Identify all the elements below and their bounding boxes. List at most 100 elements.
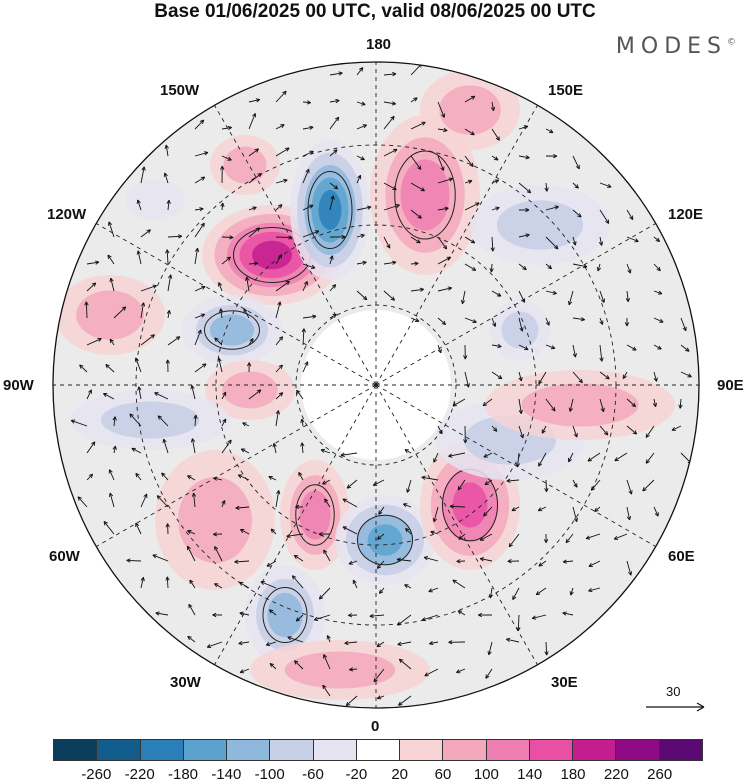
wind-arrow [448, 640, 466, 645]
wind-arrow [518, 263, 527, 271]
wind-arrow [483, 506, 493, 517]
wind-arrow [572, 479, 578, 488]
wind-arrow [572, 344, 577, 358]
wind-arrow [275, 364, 283, 373]
wind-arrow [613, 533, 628, 540]
wind-arrow [545, 317, 550, 326]
wind-arrow [410, 317, 420, 322]
colorbar-swatch [312, 740, 356, 760]
wind-arrow [275, 254, 283, 265]
wind-arrow [545, 290, 557, 295]
wind-arrow [329, 71, 343, 76]
wind-arrow [323, 549, 331, 562]
wind-arrow [518, 233, 530, 238]
wind-arrow [652, 398, 658, 408]
wind-arrow [456, 559, 466, 564]
colorbar-swatch [355, 740, 400, 760]
wind-arrow [545, 344, 556, 350]
wind-arrow [217, 357, 223, 373]
wind-arrow [487, 641, 493, 656]
wind-arrow [194, 207, 204, 212]
geopotential-contour [204, 310, 260, 350]
wind-arrow [113, 306, 127, 319]
wind-arrow [344, 640, 358, 646]
meridian-line [375, 384, 538, 665]
wind-arrow [626, 263, 632, 274]
meridian-line [375, 223, 656, 386]
wind-arrow [165, 523, 170, 535]
wind-arrow [112, 416, 117, 427]
wind-arrow [437, 206, 449, 211]
wind-arrow [238, 640, 250, 646]
wind-arrow [457, 610, 466, 616]
wind-arrow [680, 371, 692, 378]
wind-arrow [300, 442, 305, 454]
wind-arrow [86, 473, 94, 481]
wind-arrow [377, 533, 385, 540]
wind-arrow [405, 527, 412, 535]
label-150w: 150W [160, 82, 200, 99]
wind-arrow [140, 166, 146, 184]
wind-arrow [484, 479, 493, 486]
wind-arrow [103, 393, 115, 400]
wind-arrow [437, 317, 447, 326]
wind-arrow [490, 101, 496, 112]
logo-text: MODES [615, 34, 727, 59]
wind-arrow [464, 128, 475, 136]
wind-arrow [193, 414, 198, 427]
wind-arrow [437, 127, 448, 133]
wind-arrow [194, 151, 209, 157]
wind-arrow [587, 452, 601, 462]
colorbar-swatch [658, 740, 702, 760]
wind-arrow [213, 476, 223, 481]
wind-arrow [596, 263, 602, 272]
wind-arrow [464, 236, 476, 244]
wind-arrow [295, 504, 304, 510]
wind-arrow [275, 235, 293, 240]
wind-arrow [348, 613, 358, 618]
wind-arrow [383, 101, 396, 106]
vector-scale-label: 30 [666, 684, 681, 699]
wind-arrow [164, 144, 169, 157]
wind-arrow [428, 587, 439, 593]
geopotential-contour [262, 587, 308, 643]
wind-arrow [406, 479, 412, 493]
wind-arrow [221, 235, 234, 240]
wind-arrow [516, 614, 521, 632]
wind-arrow [134, 357, 142, 373]
wind-arrow [511, 506, 520, 512]
wind-arrow [166, 199, 171, 211]
wind-arrow [156, 495, 169, 508]
wind-arrow [572, 263, 588, 269]
wind-arrow [248, 206, 257, 211]
wind-arrow [77, 496, 88, 508]
wind-arrow [626, 425, 638, 435]
wind-arrow [508, 533, 520, 548]
wind-arrow [275, 490, 281, 508]
wind-arrow [356, 101, 366, 106]
wind-arrow [275, 410, 280, 427]
geopotential-contour [307, 171, 353, 249]
wind-arrow [189, 579, 196, 589]
wind-arrow [313, 614, 331, 622]
colorbar-swatch [139, 740, 183, 760]
wind-arrow [268, 475, 277, 481]
wind-arrow [109, 338, 115, 346]
wind-arrow [491, 206, 500, 211]
wind-arrow [221, 155, 232, 161]
wind-arrow [221, 418, 227, 427]
wind-arrow [506, 637, 520, 643]
wind-arrow [329, 149, 338, 157]
wind-arrow [479, 557, 493, 562]
wind-arrow [248, 98, 261, 103]
wind-arrow [463, 344, 468, 360]
wind-arrow [396, 557, 412, 562]
wind-arrow [626, 344, 637, 351]
wind-arrow [404, 449, 412, 454]
anomaly-contour [76, 290, 144, 340]
wind-arrow [491, 179, 499, 184]
wind-arrow [302, 150, 314, 157]
colorbar-tick-label: -20 [345, 766, 368, 783]
wind-arrow [491, 317, 497, 327]
wind-arrow [572, 506, 579, 522]
